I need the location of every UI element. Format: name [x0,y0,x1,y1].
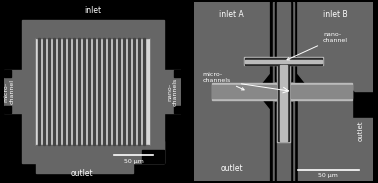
Bar [276,2,291,81]
Bar [277,104,290,181]
Polygon shape [194,92,269,181]
Bar [128,38,130,145]
Bar [149,70,181,113]
Bar [48,38,50,145]
Bar [43,38,45,145]
Bar [212,83,276,100]
Bar [77,38,80,145]
Text: micro-
channels: micro- channels [203,72,244,90]
Bar [36,24,149,38]
Bar [57,38,60,145]
Bar [174,70,181,77]
Text: inlet A: inlet A [219,10,244,19]
Bar [245,58,322,65]
Bar [68,38,70,145]
Bar [22,20,164,163]
Bar [118,38,120,145]
Bar [73,38,74,145]
Bar [63,38,65,145]
Bar [276,102,291,181]
Polygon shape [194,2,269,92]
Text: outlet: outlet [358,121,364,141]
Text: nano-
channel: nano- channel [287,32,348,60]
Polygon shape [298,2,373,92]
Bar [53,38,54,145]
Bar [36,24,133,35]
Bar [291,85,352,98]
Bar [212,85,276,98]
Bar [277,2,290,79]
Text: inlet: inlet [84,6,101,15]
Bar [36,145,149,159]
Text: inlet B: inlet B [323,10,348,19]
Bar [37,38,40,145]
Bar [4,106,11,113]
Bar [143,38,145,145]
Bar [122,38,125,145]
Bar [138,38,140,145]
Bar [108,38,110,145]
Bar [280,65,287,141]
Bar [93,38,94,145]
Bar [113,38,115,145]
Bar [273,2,294,83]
Bar [244,57,323,66]
Bar [4,70,11,77]
Bar [4,70,36,113]
Text: 50 μm: 50 μm [318,173,338,178]
Bar [273,100,294,181]
Text: micro-
channel: micro- channel [4,79,14,104]
Bar [174,106,181,113]
Bar [245,60,322,63]
Text: nano-
channels: nano- channels [167,77,178,106]
Text: outlet: outlet [220,164,243,173]
Text: 50 μm: 50 μm [124,159,143,164]
Bar [277,66,290,142]
Bar [133,141,164,163]
Bar [88,38,90,145]
Bar [36,38,149,145]
Text: outlet: outlet [71,169,93,178]
Bar [143,150,164,163]
Bar [291,83,352,100]
Bar [133,38,135,145]
Bar [98,38,100,145]
Polygon shape [298,100,373,181]
Bar [102,38,105,145]
Bar [83,38,85,145]
Bar [36,159,133,173]
Bar [278,65,289,141]
